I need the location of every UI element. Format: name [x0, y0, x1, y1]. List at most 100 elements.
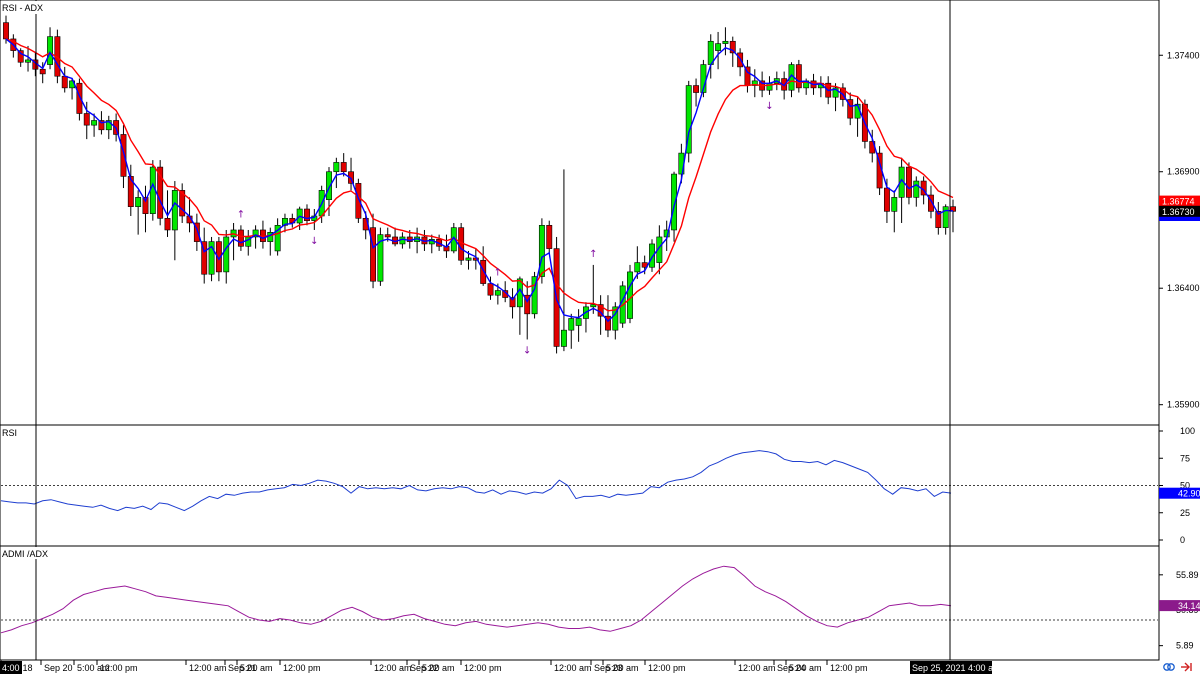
candle-body	[524, 294, 531, 315]
price-tag-black	[1159, 205, 1200, 217]
rsi-axis-label: 75	[1180, 453, 1190, 463]
axes-group: 1.37400 1.36900 1.36400 1.35900 1.367741.367…	[0, 50, 1200, 674]
fractal-down-arrow: ↓	[765, 101, 773, 112]
candle-body	[685, 85, 692, 154]
candle-body	[465, 257, 472, 261]
candle-body	[546, 225, 553, 249]
candle-body	[531, 276, 538, 315]
rsi-pane-title: RSI	[2, 428, 17, 438]
candle-body	[274, 225, 281, 252]
adx-value-label: 34.14	[1178, 601, 1200, 611]
current-time-label: Sep 25, 2021 4:00 am	[912, 663, 1001, 673]
price-axis-label: 1.37400	[1167, 50, 1200, 60]
candle-body	[575, 318, 582, 326]
time-axis-label: Sep 23	[594, 663, 623, 673]
candle-body	[355, 183, 362, 219]
rsi-axis-label: 50	[1180, 481, 1190, 491]
price-pane[interactable]	[0, 0, 1160, 426]
price-tag-red	[1159, 195, 1200, 207]
candle-body	[538, 225, 545, 277]
candle-body	[171, 190, 178, 231]
candle-body	[693, 85, 700, 93]
link-icon[interactable]	[1163, 663, 1175, 671]
adx-pane[interactable]	[0, 545, 1160, 661]
candle-body	[282, 218, 288, 226]
fractal-up-arrow: ↑	[589, 249, 597, 260]
rsi-title-bg	[1, 426, 15, 438]
candle-body	[3, 22, 9, 40]
time-axis-label: 12:00 am	[554, 663, 592, 673]
fractal-down-arrow: ↓	[310, 236, 318, 247]
candle-body	[377, 234, 384, 282]
candle-body	[568, 318, 575, 331]
candle-body	[935, 211, 942, 228]
candle-body	[928, 194, 934, 212]
candle-body	[208, 241, 215, 275]
candle-body	[634, 262, 641, 273]
candle-body	[605, 315, 611, 331]
time-axis-label: 12:00 am	[374, 663, 412, 673]
time-start-marker	[0, 661, 22, 674]
arrow-right-icon[interactable]	[1181, 662, 1192, 672]
time-axis-label: 5:00 am	[240, 663, 273, 673]
fractal-up-arrow: ↑	[494, 268, 502, 279]
adx-title-bg	[1, 547, 45, 559]
price-series-group: ↑ ↓ ↑ ↓ ↑ ↓	[3, 15, 956, 356]
candle-body	[494, 290, 501, 296]
candle-body	[891, 197, 898, 212]
candle-body	[76, 82, 83, 114]
rsi-axis-label: 0	[1180, 535, 1185, 545]
candle-body	[340, 162, 347, 173]
candle-body	[370, 227, 377, 282]
fast-moving-average-line	[5, 38, 954, 323]
candle-body	[913, 180, 920, 198]
adx-axis-label: 5.89	[1176, 641, 1194, 651]
adx-pane-title: ADMI /ADX	[2, 549, 48, 559]
candle-body	[649, 243, 655, 268]
rsi-series-group	[0, 450, 1158, 512]
candle-body	[237, 229, 244, 247]
time-axis-label: 5:00 am	[422, 663, 455, 673]
fractal-up-arrow: ↑	[237, 209, 245, 220]
candle-body	[590, 304, 597, 308]
candle-body	[17, 50, 24, 63]
candle-body	[252, 229, 259, 238]
candle-body	[612, 306, 619, 331]
candle-body	[61, 75, 68, 89]
time-start-label: 4:00	[2, 663, 20, 673]
candle-body	[883, 187, 890, 212]
candle-body	[348, 171, 354, 184]
candle-body	[729, 40, 736, 54]
candle-body	[120, 134, 127, 177]
candle-body	[39, 68, 46, 75]
candle-body	[751, 80, 758, 86]
candle-body	[722, 40, 729, 44]
candle-body	[127, 176, 134, 207]
price-title-bg	[1, 1, 37, 14]
candle-body	[149, 166, 156, 214]
time-axis-label: 12:00 am	[189, 663, 227, 673]
candle-body	[179, 190, 186, 217]
candle-body	[142, 197, 149, 214]
time-axis-label: Sep 24	[777, 663, 806, 673]
time-axis-label: 12:00 am	[738, 663, 776, 673]
current-time-marker	[910, 661, 992, 674]
candle-body	[201, 241, 208, 275]
candle-body	[384, 234, 391, 238]
candle-body	[47, 36, 53, 65]
candle-body	[98, 120, 105, 131]
slow-moving-average-line	[5, 38, 954, 312]
candle-body	[135, 197, 142, 207]
candle-body	[671, 173, 677, 231]
price-tag-label: 1.36730	[1162, 207, 1195, 217]
candle-body	[509, 297, 516, 308]
time-axis-label: 5:00 am	[77, 663, 110, 673]
rsi-axis-label: 25	[1180, 508, 1190, 518]
candle-body	[795, 64, 802, 89]
time-axis-label: 5:00 am	[606, 663, 639, 673]
time-axis-label: 12:00 pm	[648, 663, 686, 673]
adx-line	[0, 565, 952, 634]
candle-body	[480, 259, 487, 284]
candle-body	[304, 208, 310, 221]
